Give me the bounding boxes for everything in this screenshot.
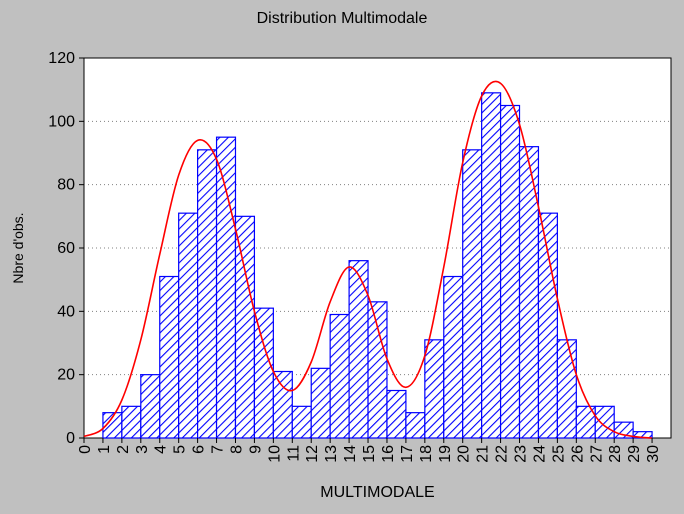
histogram-bar bbox=[272, 370, 293, 439]
x-tick-label: 7 bbox=[210, 445, 227, 454]
histogram-bar bbox=[594, 405, 615, 439]
histogram-bar bbox=[499, 104, 521, 439]
x-axis-label: MULTIMODALE bbox=[320, 484, 435, 501]
x-tick-label: 12 bbox=[304, 445, 321, 463]
x-tick-label: 25 bbox=[550, 445, 567, 463]
histogram-bar bbox=[234, 215, 256, 439]
x-tick-label: 26 bbox=[569, 445, 586, 463]
histogram-bar bbox=[159, 275, 180, 439]
histogram-bar bbox=[462, 149, 483, 439]
x-tick-label: 9 bbox=[247, 445, 264, 454]
x-tick-label: 1 bbox=[96, 445, 113, 454]
x-tick-label: 6 bbox=[191, 445, 208, 454]
histogram-bar bbox=[537, 212, 558, 439]
x-tick-label: 24 bbox=[531, 445, 548, 463]
histogram-bar bbox=[405, 412, 426, 439]
histogram-bar bbox=[291, 405, 312, 439]
y-tick-label: 0 bbox=[66, 430, 75, 447]
x-tick-label: 4 bbox=[153, 445, 170, 454]
x-tick-label: 14 bbox=[342, 445, 359, 463]
x-tick-label: 16 bbox=[380, 445, 397, 463]
x-axis-ticks: 0 1 2 3 4 5 6 7 8 9 10 11 12 13 14 15 16 17 18 19 20 21 22 23 24… bbox=[77, 438, 662, 463]
y-axis-label: Nbre d'obs. bbox=[10, 212, 26, 284]
histogram-bar bbox=[178, 212, 199, 439]
histogram-bar bbox=[367, 301, 388, 439]
normal-fit-curve bbox=[83, 80, 653, 439]
histogram-bar bbox=[556, 339, 577, 439]
x-tick-label: 18 bbox=[418, 445, 435, 463]
histogram-bar bbox=[481, 92, 502, 439]
histogram-bar bbox=[310, 367, 331, 439]
x-tick-label: 2 bbox=[115, 445, 132, 454]
x-tick-label: 28 bbox=[607, 445, 624, 463]
x-tick-label: 8 bbox=[228, 445, 245, 454]
y-tick-label: 80 bbox=[57, 177, 75, 194]
x-tick-label: 19 bbox=[437, 445, 454, 463]
chart-title: Distribution Multimodale bbox=[256, 10, 428, 27]
y-tick-label: 100 bbox=[48, 113, 75, 130]
x-tick-label: 0 bbox=[77, 445, 94, 454]
x-tick-label: 10 bbox=[266, 445, 283, 463]
x-tick-label: 15 bbox=[361, 445, 378, 463]
histogram-bar bbox=[197, 149, 218, 439]
y-tick-label: 40 bbox=[57, 303, 75, 320]
histogram-bars bbox=[102, 92, 653, 439]
histogram-bar bbox=[121, 405, 142, 439]
x-tick-label: 20 bbox=[456, 445, 473, 463]
histogram-bar bbox=[386, 389, 407, 439]
y-tick-label: 120 bbox=[48, 50, 75, 67]
x-tick-label: 3 bbox=[134, 445, 151, 454]
x-tick-label: 29 bbox=[626, 445, 643, 463]
histogram-bar bbox=[140, 374, 161, 439]
histogram-bar bbox=[329, 313, 350, 439]
x-tick-label: 21 bbox=[475, 445, 492, 463]
x-tick-label: 11 bbox=[285, 445, 302, 462]
x-tick-label: 5 bbox=[172, 445, 189, 454]
histogram-bar bbox=[253, 307, 274, 439]
x-tick-label: 22 bbox=[494, 445, 511, 463]
x-tick-label: 27 bbox=[588, 445, 605, 463]
y-axis-ticks: 0 20 40 60 80 100 120 bbox=[48, 50, 84, 447]
x-tick-label: 30 bbox=[645, 445, 662, 463]
fitted-curve bbox=[83, 80, 653, 439]
x-tick-label: 13 bbox=[323, 445, 340, 463]
y-tick-label: 20 bbox=[57, 367, 75, 384]
histogram-bar bbox=[443, 275, 464, 439]
x-tick-label: 23 bbox=[513, 445, 530, 463]
x-tick-label: 17 bbox=[399, 445, 416, 463]
histogram-bar bbox=[215, 136, 237, 439]
histogram-bar bbox=[424, 339, 445, 439]
y-tick-label: 60 bbox=[57, 240, 75, 257]
